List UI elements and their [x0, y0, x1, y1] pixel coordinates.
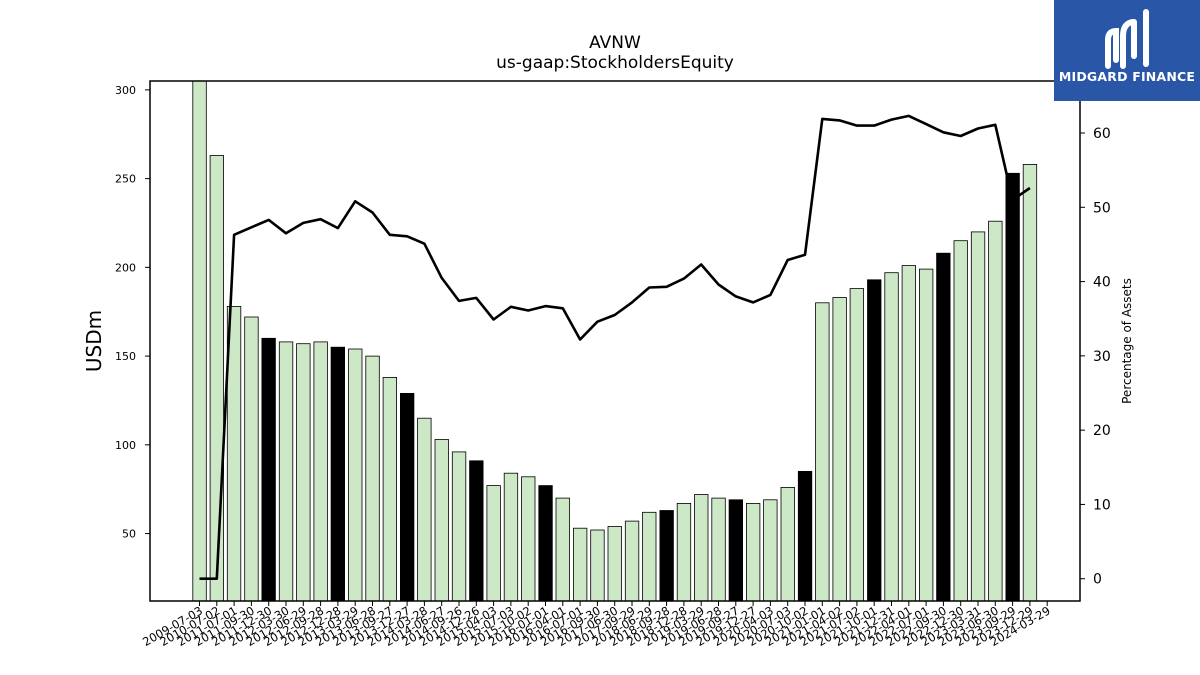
bar-2018-09-28: [659, 510, 674, 602]
logo-text: MIDGARD FINANCE: [1058, 69, 1196, 84]
bar-2017-06-30: [607, 526, 622, 602]
bar-2011-12-30: [261, 337, 276, 602]
bar-2021-10-01: [867, 279, 882, 602]
y-tick-label: 300: [115, 84, 136, 97]
percentage-of-assets-line: [199, 114, 1031, 581]
bar-series: [192, 80, 1038, 602]
bar-2019-12-27: [746, 502, 761, 602]
bar-2018-06-29: [642, 511, 657, 602]
bar-2020-04-03: [763, 499, 778, 602]
bar-2016-01-01: [538, 485, 553, 602]
y-tick-label: 150: [115, 350, 136, 363]
bar-2021-07-02: [849, 288, 864, 602]
y2-tick-label: 20: [1093, 423, 1111, 439]
midgard-finance-logo: MIDGARD FINANCE: [1054, 0, 1200, 101]
chart-title: AVNW: [589, 33, 641, 53]
bar-2015-10-02: [521, 476, 536, 602]
bar-2022-07-01: [919, 268, 934, 602]
bar-2016-07-01: [573, 527, 588, 602]
y-tick-label: 200: [115, 261, 136, 274]
chart-subtitle: us-gaap:StockholdersEquity: [496, 53, 734, 73]
bar-2013-09-27: [382, 376, 398, 602]
bar-2014-09-26: [451, 451, 467, 602]
bar-2013-12-27: [399, 392, 415, 602]
bar-2023-09-29: [1005, 172, 1020, 602]
bar-2011-09-30: [244, 316, 259, 602]
bar-2012-06-29: [296, 343, 311, 602]
bar-2023-06-30: [988, 220, 1003, 602]
y-tick-label: 250: [115, 173, 136, 186]
bar-2022-12-30: [953, 240, 968, 602]
y2-tick-label: 30: [1093, 349, 1111, 365]
bar-2015-07-03: [503, 472, 519, 602]
bar-2016-04-01: [555, 497, 570, 602]
bar-2020-07-03: [780, 486, 795, 602]
y-tick-label: 50: [122, 528, 136, 541]
bar-2023-12-29: [1022, 163, 1038, 602]
x-axis: 2009-07-032010-07-022011-07-012011-09-30…: [140, 601, 1053, 649]
y-tick-label: 100: [115, 439, 136, 452]
y2-tick-label: 0: [1093, 572, 1102, 588]
bar-2015-04-03: [486, 485, 501, 602]
logo-mark-icon: [1105, 9, 1149, 69]
bar-2010-07-02: [209, 155, 225, 602]
y-axis-left: 50 100 150 200 250 300: [115, 84, 150, 541]
y2-tick-label: 10: [1093, 497, 1111, 513]
bar-2012-09-28: [313, 341, 328, 602]
bar-2014-06-27: [434, 439, 449, 602]
y-axis-label: USDm: [82, 310, 106, 372]
bar-2012-03-30: [278, 341, 294, 602]
bar-2009-07-03: [192, 80, 207, 602]
bar-2014-12-26: [469, 460, 484, 602]
bar-2020-10-02: [797, 470, 813, 602]
bar-2023-03-31: [970, 231, 986, 602]
bar-2013-03-29: [348, 348, 363, 602]
y2-tick-label: 60: [1093, 126, 1111, 142]
y-axis-right: 0 10 20 30 40 50 60: [1080, 126, 1111, 588]
bar-2021-01-01: [815, 302, 830, 602]
bar-2012-12-28: [330, 346, 346, 602]
bar-2019-03-29: [694, 494, 709, 602]
bar-2019-09-27: [728, 499, 743, 602]
y2-tick-label: 40: [1093, 275, 1111, 291]
bar-2021-12-31: [884, 272, 899, 602]
bar-2016-09-30: [590, 529, 605, 602]
bar-2021-04-02: [832, 297, 847, 602]
bar-2022-09-30: [936, 252, 951, 602]
bar-2019-06-28: [711, 497, 726, 602]
y2-axis-label: Percentage of Assets: [1120, 278, 1134, 404]
bar-2013-06-28: [365, 355, 380, 602]
bar-2018-12-28: [676, 502, 692, 602]
bar-2014-03-28: [417, 417, 432, 602]
y2-tick-label: 50: [1093, 200, 1111, 216]
bar-2017-09-29: [624, 520, 640, 602]
bar-2022-04-01: [901, 265, 916, 602]
